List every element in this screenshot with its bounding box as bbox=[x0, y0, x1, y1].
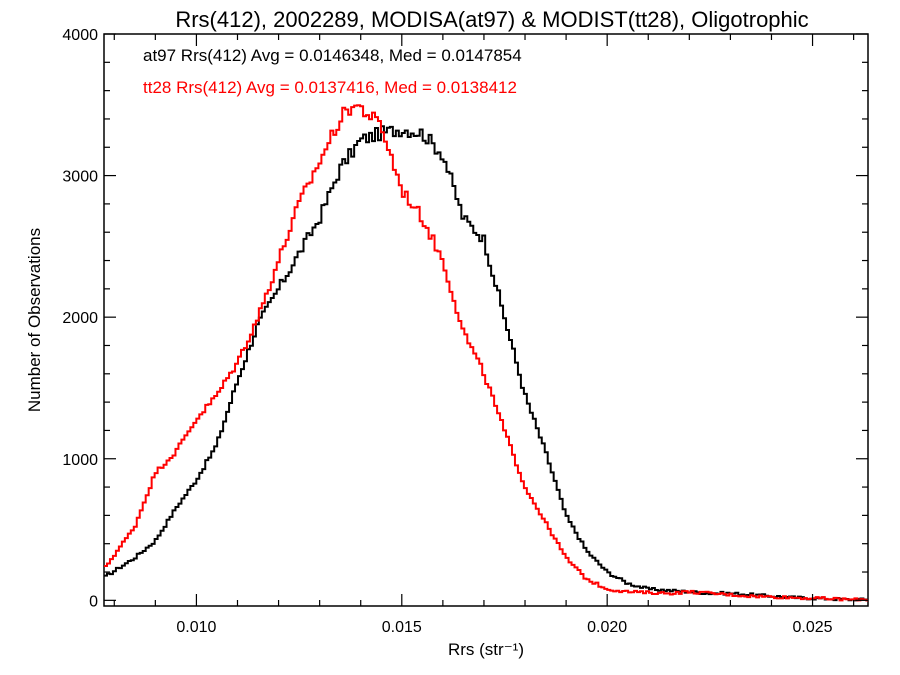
plot-frame bbox=[103, 33, 869, 607]
annotation-tt28: tt28 Rrs(412) Avg = 0.0137416, Med = 0.0… bbox=[143, 78, 517, 97]
series-layer bbox=[104, 104, 868, 602]
y-tick-label: 2000 bbox=[62, 310, 98, 327]
y-tick-label: 1000 bbox=[62, 452, 98, 469]
annotation-at97: at97 Rrs(412) Avg = 0.0146348, Med = 0.0… bbox=[143, 46, 522, 65]
series-at97-line bbox=[104, 125, 868, 602]
x-tick-label: 0.015 bbox=[382, 619, 422, 636]
y-tick-label: 4000 bbox=[62, 27, 98, 44]
x-tick-label: 0.020 bbox=[587, 619, 627, 636]
y-tick-label: 0 bbox=[89, 593, 98, 610]
x-axis-label: Rrs (str⁻¹) bbox=[448, 640, 524, 659]
x-tick-label: 0.025 bbox=[793, 619, 833, 636]
chart-title: Rrs(412), 2002289, MODISA(at97) & MODIST… bbox=[175, 7, 808, 32]
ticks-layer: 0.010 0.015 0.020 0.025 0 1000 2000 3000 4000 bbox=[62, 27, 868, 636]
y-axis-label: Number of Observations bbox=[25, 228, 44, 412]
x-tick-label: 0.010 bbox=[176, 619, 216, 636]
y-tick-label: 3000 bbox=[62, 169, 98, 186]
series-tt28-line bbox=[104, 104, 868, 602]
